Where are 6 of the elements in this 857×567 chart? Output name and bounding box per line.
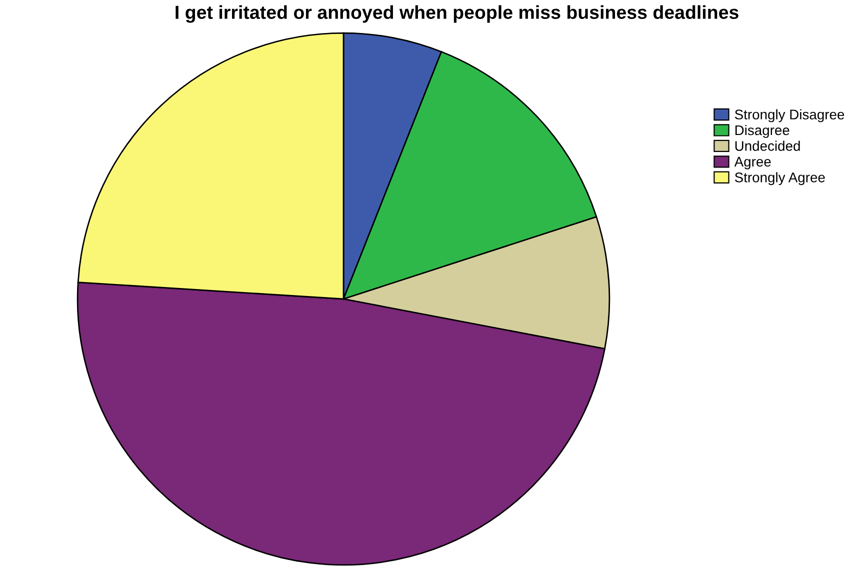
chart-title: I get irritated or annoyed when people miss business deadlines [176, 5, 738, 23]
legend-label: Agree [734, 156, 771, 170]
legend-label: Disagree [735, 124, 790, 138]
legend-label: Undecided [735, 140, 800, 151]
legend-label: Strongly Disagree [734, 109, 844, 122]
legend-label: Strongly Agree [734, 172, 825, 186]
